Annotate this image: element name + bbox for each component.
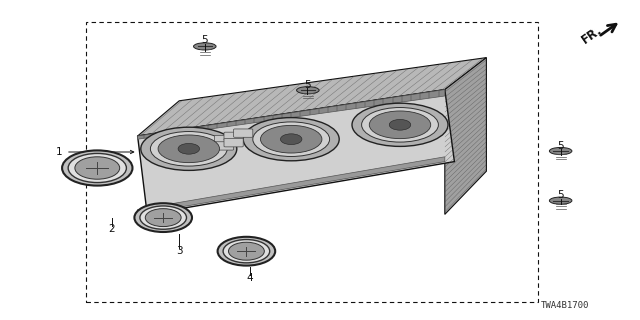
Circle shape: [280, 134, 302, 145]
Ellipse shape: [193, 43, 216, 50]
Text: 5: 5: [202, 35, 208, 45]
FancyBboxPatch shape: [234, 129, 253, 137]
Polygon shape: [138, 90, 454, 214]
Ellipse shape: [549, 148, 572, 155]
Ellipse shape: [62, 150, 132, 186]
Ellipse shape: [68, 153, 127, 182]
Ellipse shape: [296, 87, 319, 94]
FancyBboxPatch shape: [224, 132, 243, 140]
Text: 4: 4: [246, 273, 253, 284]
Text: 1: 1: [56, 147, 62, 157]
Polygon shape: [138, 157, 445, 214]
Ellipse shape: [75, 157, 120, 179]
Ellipse shape: [260, 125, 322, 153]
Polygon shape: [445, 58, 486, 214]
Ellipse shape: [150, 132, 227, 166]
Ellipse shape: [362, 108, 438, 142]
Ellipse shape: [253, 122, 330, 156]
FancyBboxPatch shape: [224, 139, 243, 147]
Ellipse shape: [141, 127, 237, 170]
Polygon shape: [138, 90, 445, 139]
Ellipse shape: [140, 206, 186, 229]
Ellipse shape: [228, 242, 264, 260]
Ellipse shape: [243, 118, 339, 161]
Text: 5: 5: [557, 190, 563, 200]
Text: FR.: FR.: [579, 24, 605, 47]
Ellipse shape: [218, 237, 275, 266]
Text: TWA4B1700: TWA4B1700: [540, 301, 589, 310]
Text: 5: 5: [557, 140, 563, 151]
FancyBboxPatch shape: [214, 135, 234, 144]
Ellipse shape: [158, 135, 220, 163]
Ellipse shape: [549, 197, 572, 204]
Circle shape: [389, 119, 411, 130]
Polygon shape: [138, 58, 486, 136]
Ellipse shape: [352, 103, 448, 147]
Ellipse shape: [134, 203, 192, 232]
Ellipse shape: [145, 209, 181, 227]
Text: 2: 2: [109, 224, 115, 234]
Ellipse shape: [223, 240, 269, 263]
Text: 5: 5: [304, 80, 310, 90]
Ellipse shape: [369, 111, 431, 139]
FancyBboxPatch shape: [214, 142, 234, 150]
Circle shape: [178, 143, 200, 154]
Bar: [86, 22, 538, 302]
Text: 3: 3: [176, 246, 182, 256]
